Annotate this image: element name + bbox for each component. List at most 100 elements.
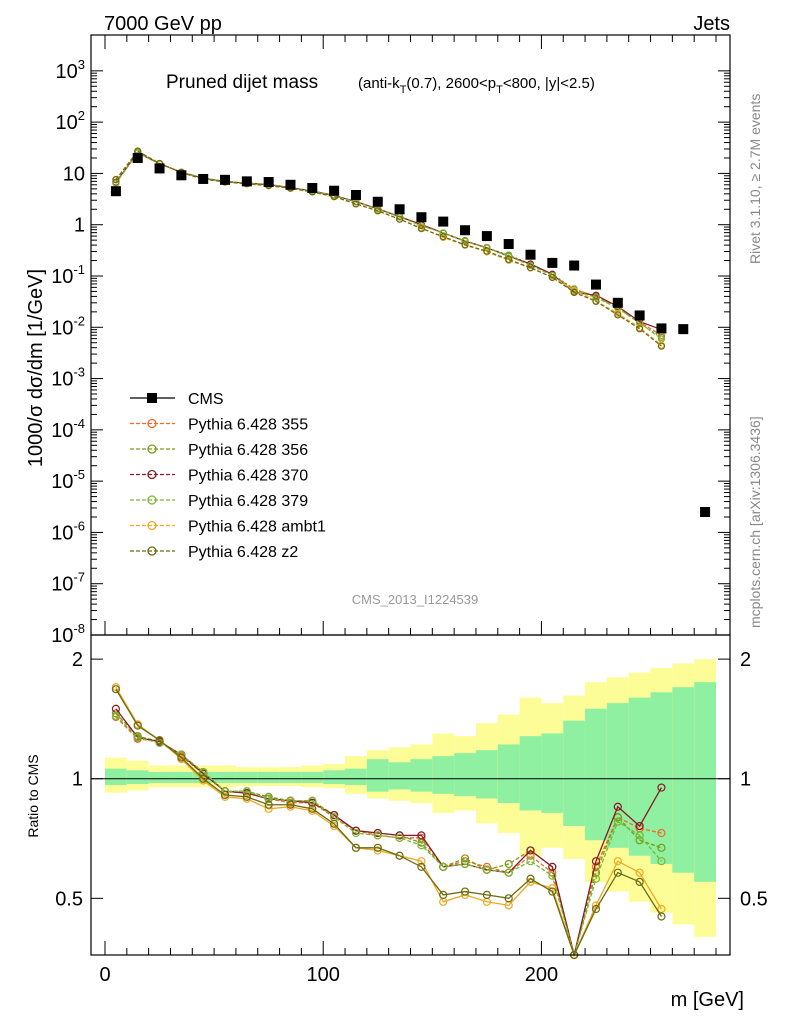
cms-point-2 [154, 163, 165, 174]
ratio-point-1-18 [504, 859, 513, 869]
cms-point-18 [503, 239, 514, 250]
ratio-point-5-10 [330, 819, 339, 828]
ratio-point-5-17 [482, 890, 491, 900]
cms-point-26 [678, 324, 689, 335]
main-point-3-18 [505, 252, 513, 260]
main-point-5-13 [395, 215, 404, 223]
main-point-5-17 [483, 247, 491, 255]
ratio-point-5-23 [613, 868, 622, 877]
ratio-point-2-23 [613, 802, 622, 811]
ratio-point-5-7 [264, 800, 273, 809]
cms-point-27 [700, 507, 711, 518]
band-stat-16 [454, 753, 476, 797]
ratio-point-3-24 [635, 831, 644, 840]
cms-point-0 [110, 186, 121, 197]
ratio-point-5-11 [351, 843, 361, 852]
main-point-5-24 [636, 325, 644, 333]
main-point-5-15 [439, 232, 447, 241]
main-ytick-label-3: 103 [56, 57, 85, 83]
band-stat-14 [410, 759, 433, 792]
main-ytick-label--3: 10-3 [51, 365, 85, 391]
main-point-5-12 [374, 207, 382, 215]
legend-label-5: Pythia 6.428 ambt1 [188, 519, 326, 536]
main-point-5-25 [657, 342, 666, 350]
main-line-1 [115, 151, 662, 338]
cms-point-23 [612, 297, 623, 308]
band-stat-25 [650, 692, 673, 865]
legend-label-2: Pythia 6.428 356 [188, 442, 308, 459]
ratio-point-5-18 [504, 894, 513, 903]
main-ytick-label--6: 10-6 [51, 518, 85, 544]
main-marks [110, 147, 711, 518]
ratio-point-1-22 [591, 868, 601, 877]
legend-marker-3 [147, 469, 157, 480]
main-point-3-22 [592, 293, 600, 302]
band-stat-20 [541, 733, 564, 813]
watermark: CMS_2013_I1224539 [352, 592, 479, 607]
main-point-5-11 [352, 200, 360, 208]
main-subtitle: (anti-kT(0.7), 2600<pT<800, |y|<2.5) [358, 75, 595, 96]
band-stat-13 [388, 762, 411, 790]
ratio-point-5-25 [657, 912, 666, 921]
ratio-point-5-4 [199, 774, 208, 783]
axes: 10-810-710-610-510-410-310-210-111010210… [51, 34, 768, 986]
main-point-5-0 [112, 176, 120, 184]
band-stat-12 [366, 759, 389, 792]
cms-point-13 [394, 204, 405, 215]
main-line-3 [115, 151, 662, 340]
ratio-point-3-0 [111, 711, 121, 720]
ratio-point-2-14 [417, 831, 426, 840]
legend-marker-2 [147, 444, 157, 454]
band-stat-3 [170, 771, 193, 783]
ratio-point-3-1 [133, 733, 142, 742]
ratio-point-3-12 [373, 831, 382, 840]
ratio-ytick-label-1: 1 [72, 769, 83, 791]
ratio-point-5-3 [177, 753, 186, 762]
band-stat-18 [497, 744, 520, 804]
ratio-point-4-23 [613, 857, 622, 866]
main-ytick-label--1: 10-1 [51, 262, 85, 288]
band-stat-21 [563, 720, 586, 827]
rivet-label: Rivet 3.1.10, ≥ 2.7M events [747, 94, 763, 264]
ratio-point-5-19 [526, 874, 535, 883]
band-stat-0 [105, 768, 127, 786]
ratio-uncertainty-bands [91, 659, 730, 937]
band-stat-15 [432, 756, 455, 794]
ratio-point-5-13 [395, 851, 404, 860]
legend-marker-0 [147, 393, 157, 403]
ratio-point-2-24 [635, 821, 644, 831]
main-point-5-19 [526, 264, 535, 272]
legend-label-0: CMS [188, 391, 224, 408]
ratio-point-0-19 [526, 851, 535, 860]
ratio-point-3-15 [439, 862, 448, 871]
main-point-5-20 [548, 273, 556, 282]
cms-point-8 [285, 179, 296, 190]
ratio-point-4-24 [635, 868, 644, 877]
cms-point-5 [220, 174, 231, 185]
ratio-point-5-24 [635, 877, 644, 886]
band-stat-26 [672, 687, 695, 873]
band-stat-11 [345, 768, 367, 786]
ratio-point-5-20 [548, 887, 557, 896]
mcplots-label: mcplots.cern.ch [arXiv:1306.3436] [747, 416, 763, 628]
main-title: Pruned dijet mass [166, 72, 318, 93]
band-stat-7 [257, 771, 280, 783]
xtick-label-100: 100 [307, 964, 340, 986]
main-point-5-21 [570, 288, 578, 296]
band-stat-1 [126, 770, 149, 784]
cms-point-19 [525, 249, 536, 260]
ratio-ytick-label-0.5: 0.5 [55, 888, 83, 910]
ratio-point-5-2 [155, 736, 164, 745]
ratio-point-3-7 [264, 794, 273, 803]
ratio-point-3-20 [548, 871, 557, 880]
ratio-point-3-9 [308, 796, 317, 805]
legend-marker-5 [147, 520, 157, 531]
ratio-point-3-19 [526, 857, 535, 866]
ratio-line-5 [115, 688, 662, 957]
main-line-5 [115, 150, 662, 347]
ratio-point-5-9 [308, 804, 317, 813]
band-stat-10 [323, 770, 346, 784]
ratio-point-3-13 [395, 833, 404, 842]
cms-point-15 [438, 216, 449, 227]
